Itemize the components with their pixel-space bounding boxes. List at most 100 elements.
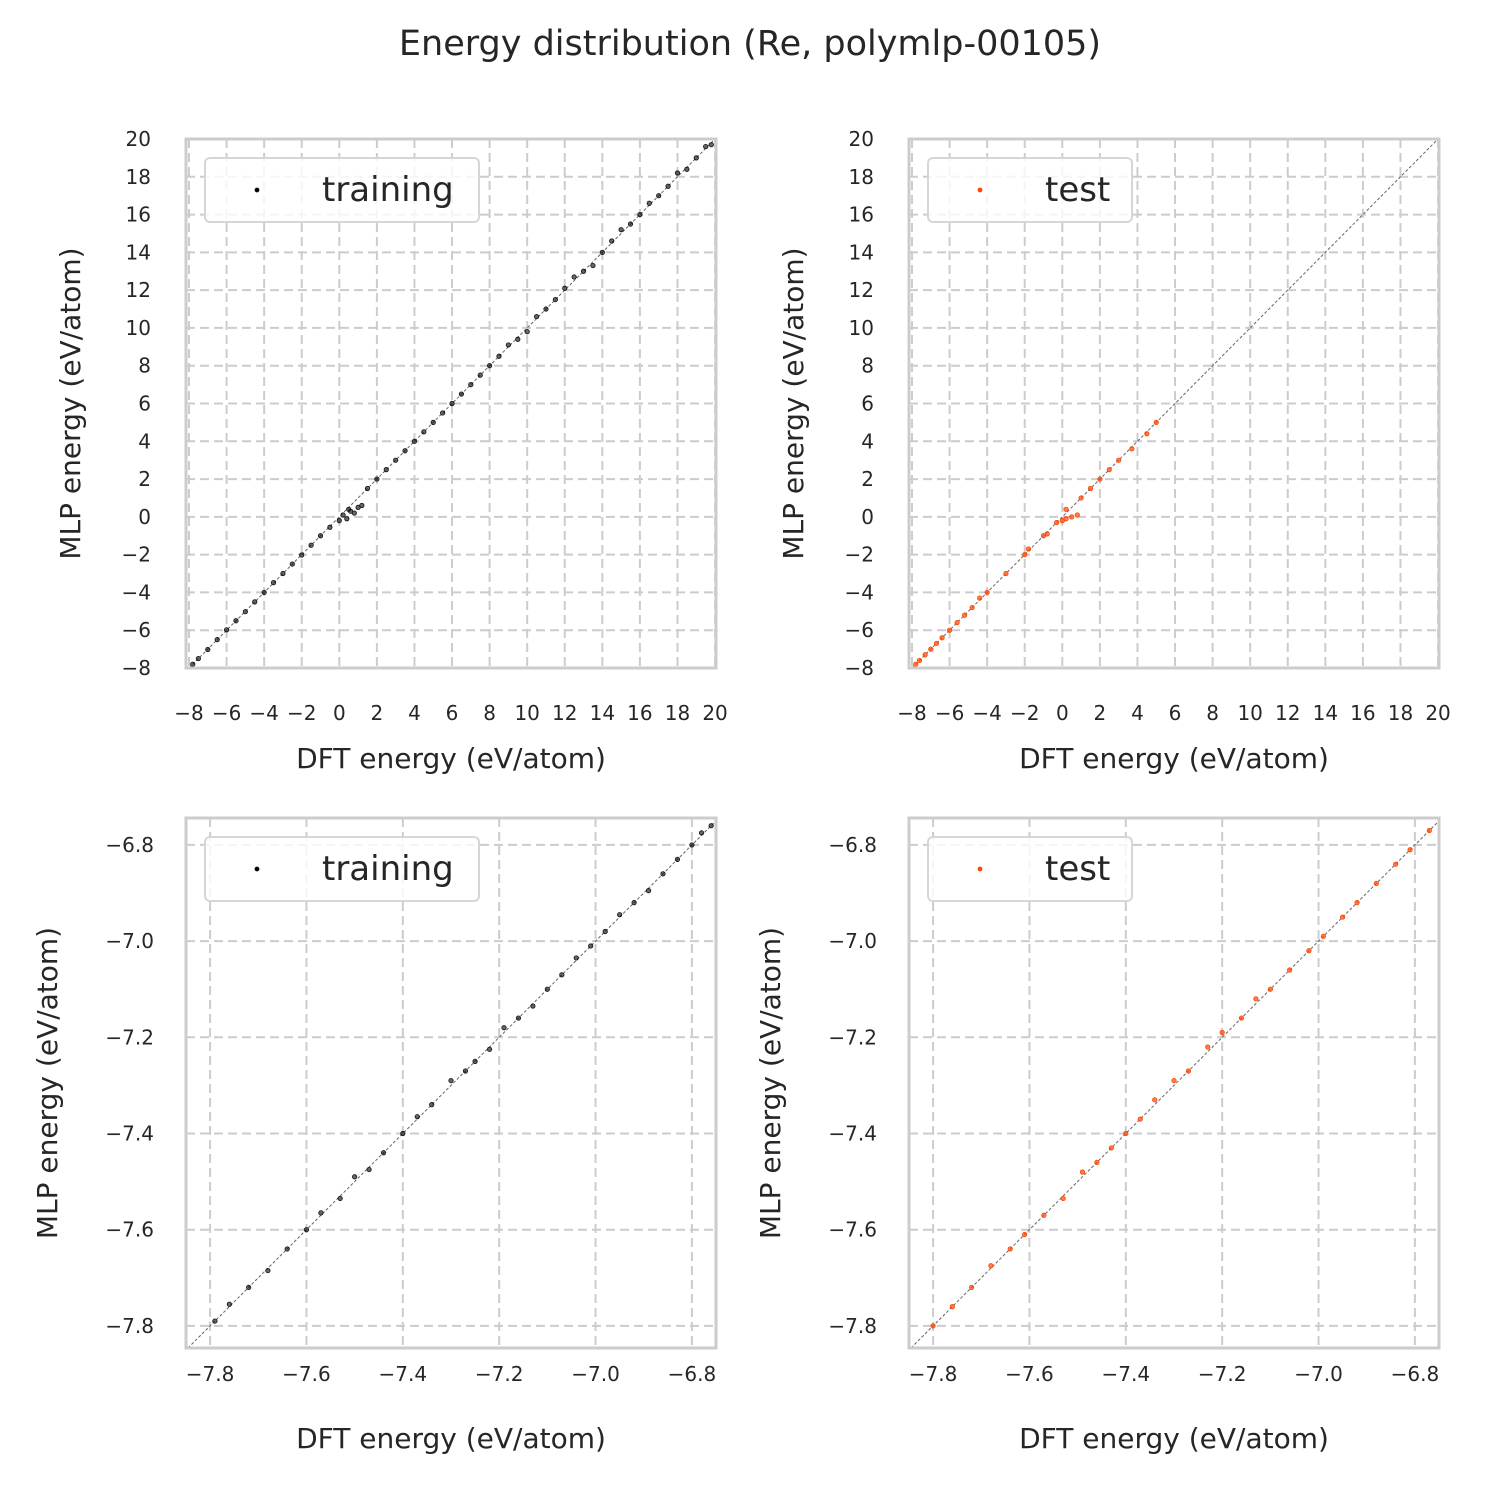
data-point bbox=[308, 542, 314, 548]
axes-frame bbox=[184, 137, 718, 670]
data-point bbox=[1354, 900, 1360, 906]
data-point bbox=[429, 1102, 435, 1108]
diagonal-reference-line bbox=[188, 139, 716, 668]
y-tick-label: −7.4 bbox=[105, 1121, 154, 1145]
data-point bbox=[280, 570, 286, 577]
x-tick-label: −2 bbox=[287, 701, 316, 725]
x-tick-label: −6.8 bbox=[668, 1362, 717, 1386]
data-point bbox=[580, 268, 587, 274]
data-point bbox=[969, 604, 975, 611]
data-point bbox=[299, 552, 305, 558]
data-point bbox=[252, 599, 258, 605]
data-point bbox=[1022, 1231, 1028, 1238]
data-point bbox=[346, 506, 352, 512]
data-point bbox=[1003, 570, 1009, 577]
subplot-1: −8 −6 −4 −2 0 2 4 6 8 10 12 14 16 18 20−8−6−4−20246810… bbox=[54, 127, 728, 775]
data-point bbox=[226, 1301, 232, 1307]
data-point bbox=[1054, 519, 1060, 526]
data-point bbox=[573, 955, 579, 961]
y-axis-label: MLP energy (eV/atom) bbox=[31, 927, 64, 1239]
data-point bbox=[1069, 514, 1075, 520]
data-point bbox=[1025, 546, 1032, 552]
data-point bbox=[233, 618, 239, 624]
data-point bbox=[665, 183, 671, 189]
x-tick-label: −6 bbox=[935, 701, 964, 725]
y-tick-label: 4 bbox=[138, 429, 151, 453]
diagonal-reference-line bbox=[910, 820, 1439, 1348]
data-point bbox=[364, 485, 371, 492]
x-axis-label: DFT energy (eV/atom) bbox=[1019, 1422, 1329, 1455]
data-point bbox=[969, 1284, 975, 1291]
data-point bbox=[631, 900, 637, 906]
data-point bbox=[1306, 948, 1312, 954]
data-point bbox=[402, 448, 408, 454]
data-point bbox=[689, 842, 695, 848]
data-point bbox=[449, 400, 455, 407]
x-tick-label: −7.4 bbox=[1102, 1362, 1151, 1386]
data-point bbox=[414, 1114, 420, 1120]
x-tick-label: 14 bbox=[1313, 701, 1338, 725]
data-point bbox=[1171, 1077, 1177, 1084]
data-point bbox=[374, 476, 380, 482]
data-point bbox=[352, 1174, 358, 1180]
data-point bbox=[496, 353, 502, 359]
x-tick-label: −6.8 bbox=[1391, 1362, 1440, 1386]
legend-label: training bbox=[322, 849, 454, 889]
y-axis-label: MLP energy (eV/atom) bbox=[754, 927, 787, 1239]
data-point bbox=[1253, 996, 1259, 1002]
x-tick-label: 4 bbox=[408, 701, 421, 725]
y-tick-label: 16 bbox=[849, 203, 874, 227]
y-tick-label: −8 bbox=[845, 656, 874, 680]
data-point bbox=[1340, 914, 1346, 920]
data-point bbox=[988, 1263, 994, 1269]
legend-label: training bbox=[322, 170, 454, 210]
y-tick-label: −7.8 bbox=[105, 1314, 154, 1338]
data-point bbox=[1205, 1044, 1211, 1050]
data-point bbox=[505, 342, 511, 348]
data-point bbox=[660, 871, 666, 877]
y-tick-label: 6 bbox=[138, 392, 151, 416]
data-point bbox=[327, 524, 333, 530]
data-point bbox=[674, 856, 681, 862]
data-point bbox=[928, 646, 934, 652]
x-tick-label: 8 bbox=[1206, 701, 1219, 725]
y-tick-label: 8 bbox=[861, 354, 874, 378]
data-point bbox=[214, 637, 220, 643]
y-tick-label: −7.6 bbox=[828, 1218, 877, 1242]
y-tick-label: −2 bbox=[122, 543, 151, 567]
y-tick-label: 0 bbox=[138, 505, 151, 529]
y-tick-label: −4 bbox=[122, 580, 151, 604]
data-point bbox=[590, 262, 596, 269]
data-point bbox=[340, 512, 346, 518]
subplot-2: −8 −6 −4 −2 0 2 4 6 8 10 12 14 16 18 20−8−6−4−20246810… bbox=[777, 127, 1451, 775]
y-tick-label: 10 bbox=[126, 316, 151, 340]
data-point bbox=[242, 609, 248, 615]
data-point bbox=[486, 1046, 493, 1052]
axes-frame bbox=[907, 816, 1441, 1350]
x-tick-label: −8 bbox=[897, 701, 926, 725]
y-tick-label: 6 bbox=[861, 392, 874, 416]
data-point bbox=[1044, 531, 1050, 537]
data-point bbox=[205, 646, 211, 653]
x-axis-label: DFT energy (eV/atom) bbox=[296, 1422, 606, 1455]
data-point bbox=[1144, 431, 1150, 437]
data-point bbox=[984, 589, 990, 596]
y-tick-label: −6.8 bbox=[105, 833, 154, 857]
legend-marker bbox=[254, 187, 260, 193]
x-tick-label: 2 bbox=[371, 701, 384, 725]
data-point bbox=[246, 1284, 252, 1291]
y-axis-label: MLP energy (eV/atom) bbox=[54, 247, 87, 559]
data-point bbox=[1137, 1116, 1143, 1122]
y-tick-label: 10 bbox=[849, 316, 874, 340]
y-tick-label: 20 bbox=[849, 127, 874, 151]
data-point bbox=[1373, 880, 1379, 887]
x-tick-label: 16 bbox=[627, 701, 652, 725]
x-tick-label: 0 bbox=[1056, 701, 1069, 725]
data-point bbox=[212, 1318, 218, 1324]
y-tick-label: −7.8 bbox=[828, 1314, 877, 1338]
data-point bbox=[1267, 986, 1273, 992]
y-tick-label: −7.2 bbox=[105, 1025, 154, 1049]
subplot-4: −7.8 −7.6 −7.4 −7.2 −7.0 −6.8 −7.8 −7.6 −7.4 −7.2… bbox=[754, 816, 1441, 1455]
axes-frame bbox=[184, 816, 718, 1350]
y-tick-label: −6.8 bbox=[828, 833, 877, 857]
